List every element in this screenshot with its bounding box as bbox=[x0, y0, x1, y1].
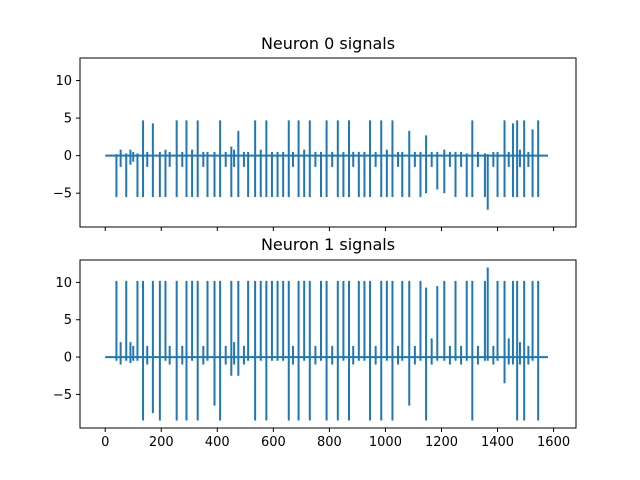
neuron-1-title: Neuron 1 signals bbox=[261, 235, 395, 254]
x-tick-label: 600 bbox=[261, 435, 286, 450]
neuron-0-subplot: Neuron 0 signals −5 0 5 10 bbox=[53, 34, 577, 231]
y-tick-label: 0 bbox=[64, 351, 72, 366]
y-tick-label: 0 bbox=[64, 149, 72, 164]
x-tick-label: 1400 bbox=[481, 435, 514, 450]
axes-frame bbox=[79, 259, 577, 429]
y-tick-label: 10 bbox=[55, 276, 72, 291]
y-tick-label: −5 bbox=[53, 187, 72, 202]
neuron-0-title: Neuron 0 signals bbox=[261, 34, 395, 53]
y-tick-label: −5 bbox=[53, 388, 72, 403]
x-tick-label: 0 bbox=[101, 435, 109, 450]
x-tick-label: 200 bbox=[149, 435, 174, 450]
x-tick-label: 1000 bbox=[369, 435, 402, 450]
x-tick-label: 1200 bbox=[425, 435, 458, 450]
x-tick-label: 800 bbox=[317, 435, 342, 450]
neuron-1-subplot: Neuron 1 signals −5 0 5 10 0 200 400 600 800 1000… bbox=[53, 235, 577, 450]
x-tick-label: 1600 bbox=[537, 435, 570, 450]
y-tick-label: 5 bbox=[64, 112, 72, 127]
y-tick-label: 5 bbox=[64, 313, 72, 328]
y-tick-label: 10 bbox=[55, 74, 72, 89]
axes-frame bbox=[79, 57, 577, 228]
x-tick-label: 400 bbox=[205, 435, 230, 450]
